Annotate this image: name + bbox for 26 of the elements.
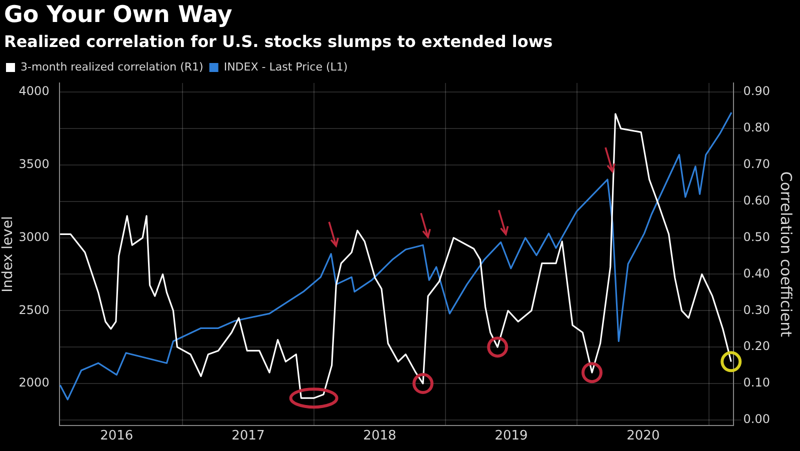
y2-tick-label: 0.90 — [743, 84, 770, 98]
chart-subtitle: Realized correlation for U.S. stocks slumps to extended lows — [4, 32, 553, 51]
y2-tick-label: 0.80 — [743, 120, 770, 135]
y-tick-label: 2000 — [18, 376, 50, 390]
y-axis-title: Index level — [0, 216, 16, 292]
y2-tick-label: 0.20 — [743, 339, 770, 354]
y2-tick-label: 0.40 — [743, 266, 770, 280]
x-tick-label: 2016 — [100, 428, 134, 444]
y2-tick-label: 0.00 — [743, 412, 770, 426]
y2-tick-label: 0.60 — [743, 194, 770, 208]
y2-tick-label: 0.30 — [743, 302, 770, 317]
y2-tick-label: 0.10 — [743, 376, 770, 390]
chart-title: Go Your Own Way — [4, 2, 232, 28]
y2-tick-label: 0.70 — [743, 157, 770, 172]
x-tick-label: 2020 — [626, 428, 660, 444]
y-tick-label: 3000 — [18, 230, 50, 244]
y-tick-label: 2500 — [18, 302, 50, 317]
x-tick-label: 2019 — [494, 428, 528, 444]
y-tick-label: 4000 — [18, 84, 50, 98]
x-tick-label: 2018 — [363, 428, 396, 444]
y2-tick-label: 0.50 — [743, 230, 770, 244]
legend-label: INDEX - Last Price (L1) — [224, 60, 348, 74]
y2-axis-title: Correlation coefficient — [777, 171, 796, 338]
legend-label: 3-month realized correlation (R1) — [20, 60, 204, 74]
x-tick-label: 2017 — [232, 428, 265, 444]
y-tick-label: 3500 — [18, 157, 50, 172]
